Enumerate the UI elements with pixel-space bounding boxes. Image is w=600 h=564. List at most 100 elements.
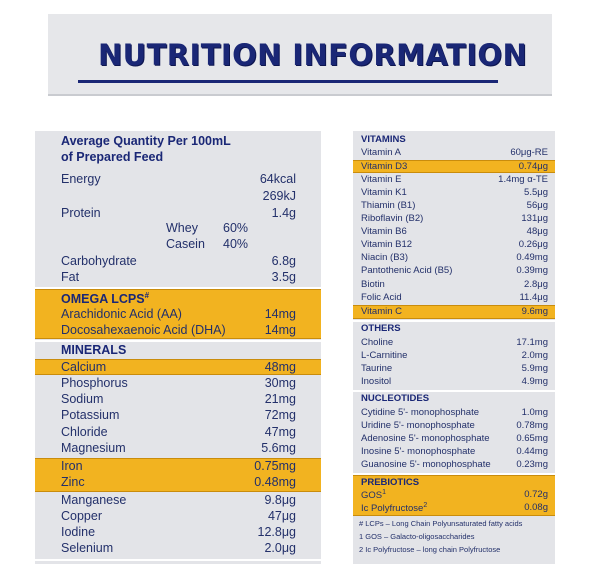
row-value: 0.74μg [518, 161, 548, 172]
row-value: 5.5μg [524, 187, 548, 198]
row-value: 0.39mg [516, 265, 548, 276]
table-row: Riboflavin (B2) 131μg [353, 213, 555, 226]
row-value: 56μg [526, 200, 548, 211]
row-value: 17.1mg [516, 337, 548, 348]
row-label: Arachidonic Acid (AA) [61, 307, 182, 321]
table-row-carbohydrate: Carbohydrate 6.8g [35, 254, 321, 270]
table-row: Arachidonic Acid (AA) 14mg [35, 307, 321, 323]
row-label: Vitamin B6 [361, 226, 407, 237]
table-row: Pantothenic Acid (B5) 0.39mg [353, 265, 555, 278]
row-label: Vitamin E [361, 174, 402, 185]
heading-line-2: of Prepared Feed [61, 150, 164, 164]
row-label: Magnesium [61, 441, 126, 455]
row-value: 64kcal [259, 172, 296, 186]
section-heading: OMEGA LCPS# [61, 291, 150, 307]
row-label: Vitamin K1 [361, 187, 407, 198]
row-label: Casein [166, 237, 205, 251]
row-label: Selenium [61, 541, 114, 555]
row-value: 47μg [267, 509, 296, 523]
row-label: Folic Acid [361, 292, 402, 303]
row-value: 0.23mg [516, 459, 548, 470]
row-value: 0.65mg [516, 433, 548, 444]
row-label: Adenosine 5'- monophosphate [361, 433, 490, 444]
row-value: 0.44mg [516, 446, 548, 457]
table-row: Taurine 5.9mg [353, 363, 555, 376]
table-row-protein: Protein 1.4g [35, 206, 321, 222]
row-label: Inositol [361, 376, 392, 387]
row-value: 1.0mg [521, 407, 548, 418]
divider [35, 287, 321, 289]
row-value: 4.9mg [521, 376, 548, 387]
table-row: Thiamin (B1) 56μg [353, 200, 555, 213]
row-value: 30mg [264, 376, 296, 390]
table-row: Vitamin A 60μg-RE [353, 147, 555, 160]
section-heading: OTHERS [361, 323, 401, 334]
row-value: 2.8μg [524, 279, 548, 290]
row-value: 1.4mg α-TE [498, 174, 548, 185]
row-label: Niacin (B3) [361, 252, 408, 263]
table-row-energy-kj: 269kJ [35, 189, 321, 205]
table-row-whey: Whey 60% [35, 221, 321, 237]
table-row: Vitamin K1 5.5μg [353, 187, 555, 200]
vitamins-heading-row: VITAMINS [353, 134, 555, 146]
row-value: 14mg [264, 323, 296, 337]
table-row: Cytidine 5'- monophosphate 1.0mg [353, 407, 555, 420]
row-label: GOS1 [361, 489, 387, 502]
row-label: Vitamin D3 [361, 161, 408, 172]
row-value: 0.08g [524, 502, 548, 513]
iron-zinc-highlight: Iron 0.75mg Zinc 0.48mg [35, 458, 321, 492]
row-label: Choline [361, 337, 394, 348]
prebiotics-heading-row: PREBIOTICS [353, 477, 555, 489]
table-row-vitamin-c: Vitamin C 9.6mg [353, 305, 555, 319]
row-value: 9.6mg [521, 306, 548, 317]
table-row: Potassium 72mg [35, 408, 321, 424]
table-row: Folic Acid 11.4μg [353, 292, 555, 305]
table-row-fat: Fat 3.5g [35, 270, 321, 286]
row-label: Riboflavin (B2) [361, 213, 424, 224]
table-row: Magnesium 5.6mg [35, 441, 321, 457]
table-row: Docosahexaenoic Acid (DHA) 14mg [35, 323, 321, 339]
row-label: L-Carnitine [361, 350, 408, 361]
row-label: Pantothenic Acid (B5) [361, 265, 453, 276]
table-row: Guanosine 5'- monophosphate 0.23mg [353, 459, 555, 472]
table-row: Copper 47μg [35, 509, 321, 525]
table-row: Chloride 47mg [35, 425, 321, 441]
row-value: 269kJ [262, 189, 296, 203]
row-value: 0.78mg [516, 420, 548, 431]
table-row: Manganese 9.8μg [35, 493, 321, 509]
row-label: Uridine 5'- monophosphate [361, 420, 475, 431]
nutrition-panel-right: VITAMINS Vitamin A 60μg-RE Vitamin D3 0.… [353, 131, 555, 564]
minerals-heading-row: MINERALS [35, 343, 321, 359]
row-value: 0.75mg [254, 459, 296, 473]
table-row: Biotin 2.8μg [353, 279, 555, 292]
table-row-vitamin-d3: Vitamin D3 0.74μg [353, 160, 555, 173]
section-heading: VITAMINS [361, 134, 406, 145]
divider [353, 473, 555, 475]
row-value: 72mg [264, 408, 296, 422]
row-value: 5.6mg [261, 441, 296, 455]
heading-line-1: Average Quantity Per 100mL [61, 134, 231, 148]
table-row: Phosphorus 30mg [35, 376, 321, 392]
others-heading-row: OTHERS [353, 323, 555, 335]
footnote: 2 Ic Polyfructose – long chain Polyfruct… [359, 545, 501, 554]
row-value: 3.5g [271, 270, 296, 284]
row-value: 0.48mg [254, 475, 296, 489]
row-label: Cytidine 5'- monophosphate [361, 407, 479, 418]
row-value: 60% [223, 221, 249, 235]
nutrition-panel-left: Average Quantity Per 100mL of Prepared F… [35, 131, 321, 564]
row-label: Sodium [61, 392, 104, 406]
row-label: Guanosine 5'- monophosphate [361, 459, 491, 470]
row-value: 2.0mg [521, 350, 548, 361]
row-label: Thiamin (B1) [361, 200, 416, 211]
table-row: Inosine 5'- monophosphate 0.44mg [353, 446, 555, 459]
row-value: 47mg [264, 425, 296, 439]
row-label: Potassium [61, 408, 120, 422]
row-value: 12.8μg [257, 525, 296, 539]
table-row: Iodine 12.8μg [35, 525, 321, 541]
row-label: Chloride [61, 425, 108, 439]
table-heading-2: of Prepared Feed [35, 150, 321, 166]
row-label: Whey [166, 221, 198, 235]
title-banner: NUTRITION INFORMATION [48, 14, 552, 96]
omega-section: OMEGA LCPS# Arachidonic Acid (AA) 14mg D… [35, 289, 321, 339]
table-row: Selenium 2.0μg [35, 541, 321, 557]
